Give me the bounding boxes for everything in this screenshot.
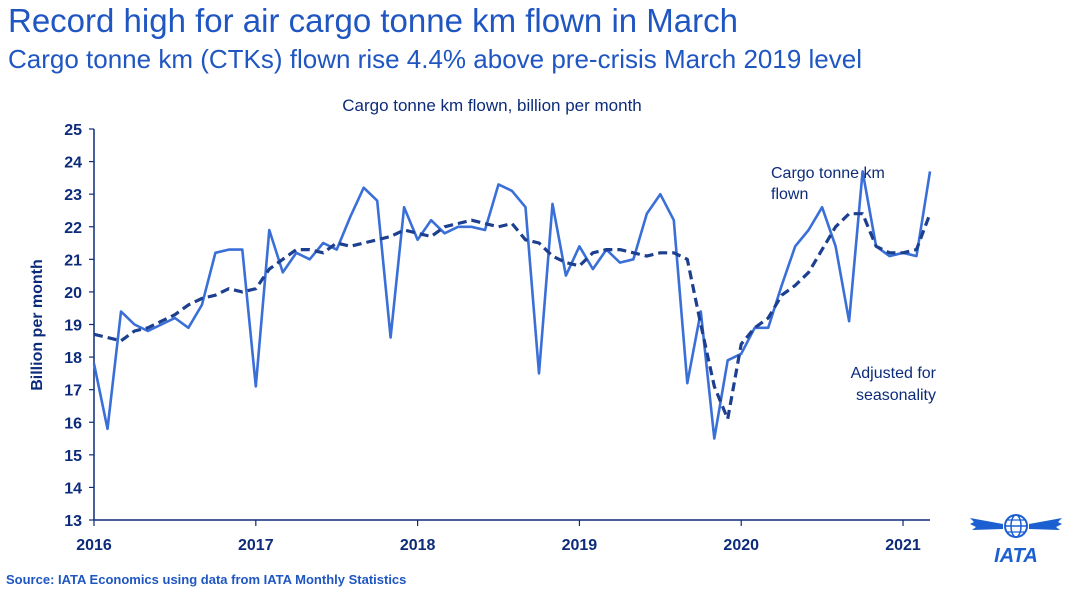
annotation-ctk-line1: Cargo tonne km (771, 165, 885, 182)
y-tick-label: 14 (64, 480, 82, 497)
x-tick-label: 2020 (723, 537, 759, 554)
annotation-ctk-line2: flown (771, 186, 808, 203)
y-tick-label: 16 (64, 415, 82, 432)
y-tick-label: 13 (64, 513, 82, 530)
chart-title: Record high for air cargo tonne km flown… (8, 2, 738, 39)
y-tick-label: 25 (64, 122, 82, 139)
x-tick-label: 2016 (76, 537, 112, 554)
globe-icon (1004, 514, 1028, 538)
source-note: Source: IATA Economics using data from I… (6, 572, 407, 587)
x-tick-label: 2018 (400, 537, 436, 554)
y-tick-label: 17 (64, 383, 82, 400)
y-axis-label: Billion per month (29, 259, 46, 391)
series-layer (92, 170, 932, 440)
x-tick-labels: 2016 2017 2018 2019 2020 2021 (76, 520, 921, 554)
y-tick-label: 20 (64, 285, 82, 302)
x-tick-label: 2017 (238, 537, 274, 554)
y-tick-label: 22 (64, 220, 82, 237)
y-tick-label: 21 (64, 252, 82, 269)
wings-icon (970, 518, 1062, 530)
annotation-seasonal-line2: seasonality (856, 387, 936, 404)
y-tick-labels: 13 14 15 16 17 18 19 20 21 22 23 24 25 (64, 122, 94, 530)
y-tick-label: 23 (64, 187, 82, 204)
x-tick-label: 2019 (562, 537, 598, 554)
chart-subtitle: Cargo tonne km (CTKs) flown rise 4.4% ab… (8, 44, 863, 74)
y-tick-label: 24 (64, 155, 82, 172)
y-tick-label: 18 (64, 350, 82, 367)
logo-text: IATA (994, 545, 1038, 567)
chart-inner-title: Cargo tonne km flown, billion per month (342, 96, 642, 115)
x-tick-label: 2021 (885, 537, 921, 554)
y-tick-label: 19 (64, 318, 82, 335)
series-line-seasonally-adjusted (93, 212, 932, 421)
series-line-cargo-tonne-km (92, 170, 932, 440)
iata-logo: IATA (970, 514, 1062, 567)
y-tick-label: 15 (64, 448, 82, 465)
annotation-seasonal-line1: Adjusted for (851, 365, 937, 382)
